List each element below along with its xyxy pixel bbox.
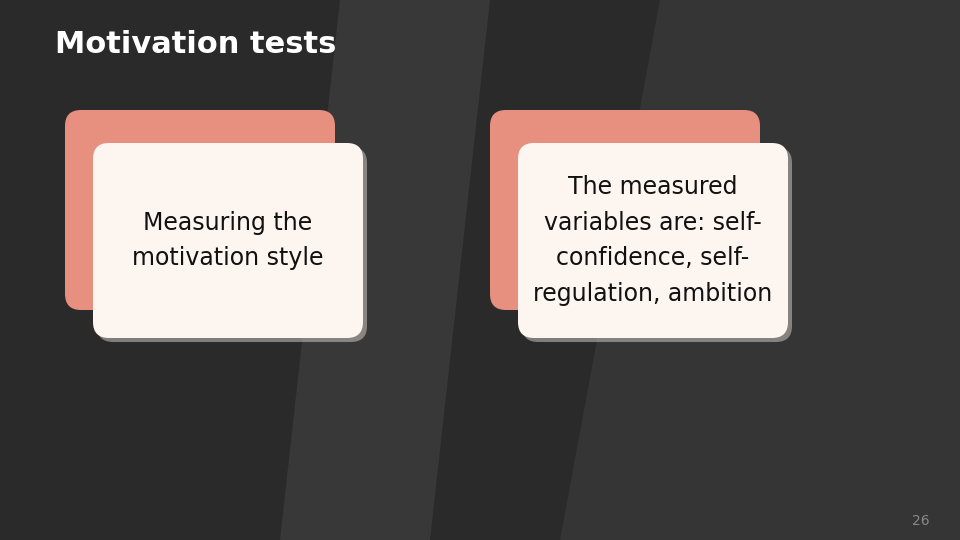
Text: 26: 26 [912,514,930,528]
FancyBboxPatch shape [93,143,363,338]
Polygon shape [280,0,490,540]
FancyBboxPatch shape [97,147,367,342]
Polygon shape [560,0,960,540]
Text: Measuring the
motivation style: Measuring the motivation style [132,211,324,270]
FancyBboxPatch shape [65,110,335,310]
FancyBboxPatch shape [522,147,792,342]
FancyBboxPatch shape [490,110,760,310]
FancyBboxPatch shape [518,143,788,338]
Text: The measured
variables are: self-
confidence, self-
regulation, ambition: The measured variables are: self- confid… [534,176,773,306]
Text: Motivation tests: Motivation tests [55,30,336,59]
